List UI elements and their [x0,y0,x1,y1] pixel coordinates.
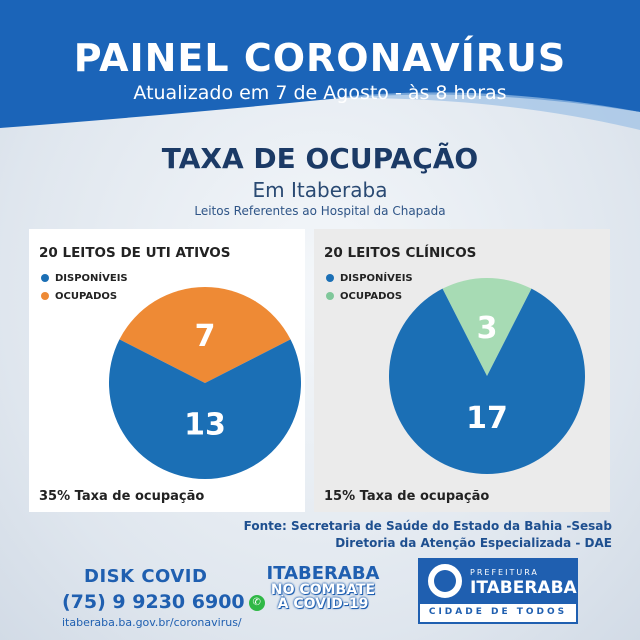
clinical-occupancy-rate: 15% Taxa de ocupação [324,489,490,504]
uti-occupancy-rate: 35% Taxa de ocupação [39,489,205,504]
pie-slice-available [389,288,585,474]
pie-slice-occupied [119,287,291,383]
legend-dot-blue [41,274,49,282]
pie-label-available: 13 [184,407,226,442]
website-url[interactable]: itaberaba.ba.gov.br/coronavirus/ [62,616,242,629]
clinical-legend-available: DISPONÍVEIS [326,273,413,284]
source-line-1: Fonte: Secretaria de Saúde do Estado da … [243,519,612,533]
campaign-line-2: À COVID-19 [277,596,369,612]
city-seal-icon [428,564,462,598]
section-note: Leitos Referentes ao Hospital da Chapada [194,204,446,218]
clinical-panel: 20 LEITOS CLÍNICOS DISPONÍVEIS OCUPADOS … [314,229,610,512]
logo-banner: PREFEITURA ITABERABA [420,560,577,604]
disk-covid-label: DISK COVID [84,566,208,587]
uti-panel-title: 20 LEITOS DE UTI ATIVOS [39,245,231,261]
campaign-line-1: NO COMBATE [270,582,376,598]
clinical-pie-chart: 3 17 [389,278,585,474]
legend-dot-orange [41,292,49,300]
section-title: TAXA DE OCUPAÇÃO [161,142,479,175]
legend-label: DISPONÍVEIS [340,273,413,284]
pie-label-occupied: 7 [195,319,216,354]
prefeitura-logo: PREFEITURA ITABERABA CIDADE DE TODOS [418,558,578,624]
page-title: PAINEL CORONAVÍRUS [73,36,567,80]
pie-slice-occupied [442,278,532,376]
clinical-legend-occupied: OCUPADOS [326,291,402,302]
uti-panel: 20 LEITOS DE UTI ATIVOS DISPONÍVEIS OCUP… [29,229,305,512]
uti-legend-available: DISPONÍVEIS [41,273,128,284]
source-line-2: Diretoria da Atenção Especializada - DAE [335,536,612,550]
campaign-slogan: NO COMBATE À COVID-19 [258,583,388,611]
legend-dot-green [326,292,334,300]
logo-prefeitura: PREFEITURA [470,568,539,577]
logo-tagline: CIDADE DE TODOS [428,607,568,617]
clinical-panel-title: 20 LEITOS CLÍNICOS [324,245,477,261]
whatsapp-icon: ✆ [248,594,265,611]
pie-slice-available [109,339,301,479]
legend-label: OCUPADOS [55,291,118,302]
source-text: Fonte: Secretaria de Saúde do Estado da … [244,518,612,552]
uti-legend-occupied: OCUPADOS [41,291,117,302]
phone-number-text: (75) 9 9230 6900 [62,591,245,613]
pie-label-occupied: 3 [477,311,498,346]
pie-label-available: 17 [466,401,508,436]
uti-pie-chart: 7 13 [109,287,301,479]
phone-number: (75) 9 9230 6900 ✆ [62,591,265,613]
section-subtitle: Em Itaberaba [252,178,388,202]
logo-city-name: ITABERABA [470,578,577,598]
header-wave [0,0,640,130]
legend-label: DISPONÍVEIS [55,273,128,284]
campaign-title: ITABERABA [266,563,380,584]
legend-dot-blue [326,274,334,282]
legend-label: OCUPADOS [340,291,403,302]
header-banner [0,0,640,130]
update-subtitle: Atualizado em 7 de Agosto - às 8 horas [133,82,507,104]
